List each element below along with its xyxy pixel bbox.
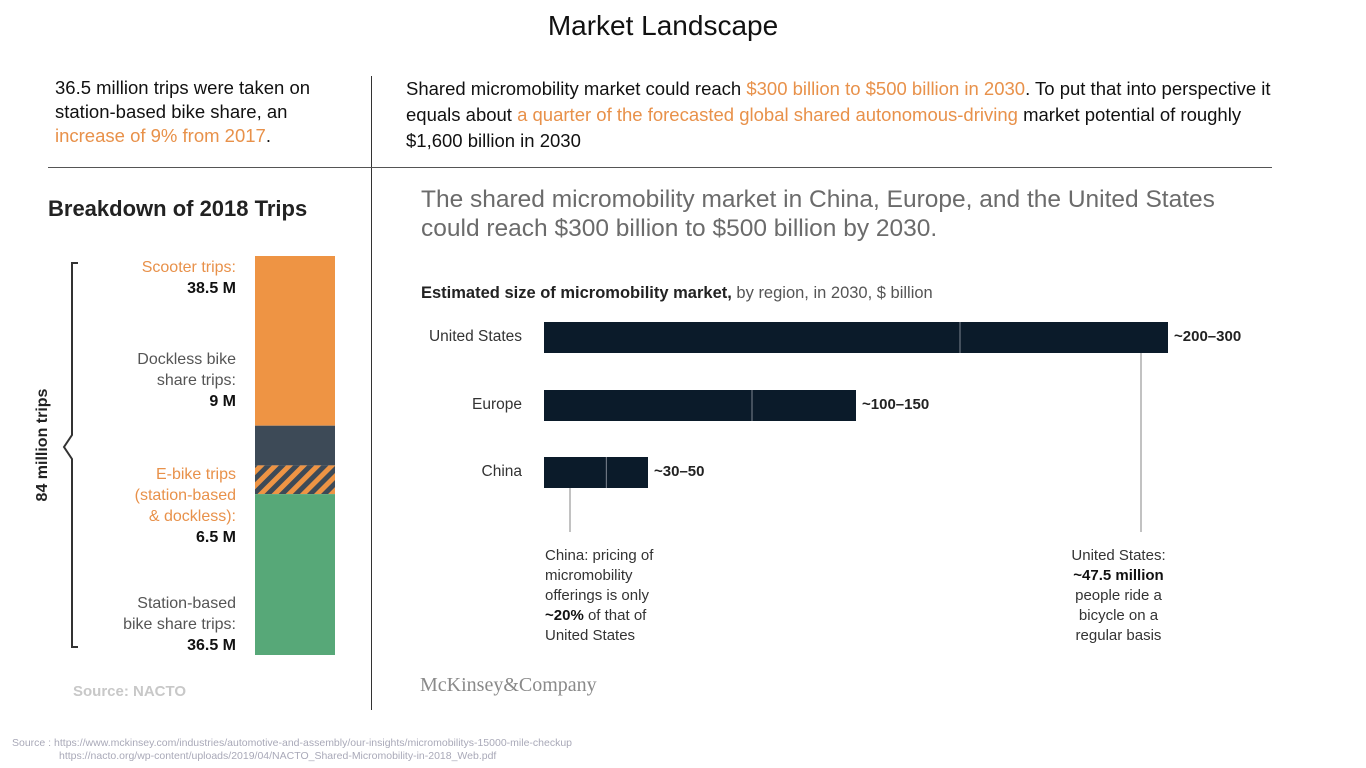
category-label-china: China: [481, 463, 523, 480]
china-note: China: pricing of micromobility offering…: [545, 546, 715, 646]
label-dockless-name-2: share trips:: [156, 372, 236, 389]
category-label-europe: Europe: [472, 396, 522, 413]
segment-station: [255, 494, 335, 655]
label-ebike: E-bike trips (station-based & dockless):…: [60, 464, 236, 548]
label-dockless-value: 9 M: [209, 393, 236, 410]
china-note-line-1: China: pricing of: [545, 547, 654, 564]
intro-right-highlight-2: a quarter of the forecasted global share…: [517, 104, 1018, 125]
label-station-name-2: bike share trips:: [123, 616, 236, 633]
china-note-line-4-rest: of that of: [583, 607, 647, 624]
total-trips-label: 84 million trips: [34, 388, 51, 501]
segment-scooter: [255, 256, 335, 426]
source-line-2: https://nacto.org/wp-content/uploads/201…: [12, 750, 572, 763]
label-scooter: Scooter trips: 38.5 M: [60, 257, 236, 299]
source-url-2: https://nacto.org/wp-content/uploads/201…: [59, 750, 497, 762]
segment-dockless: [255, 425, 335, 466]
us-note-line-2: ~47.5 million: [1050, 566, 1187, 586]
mckinsey-logo: McKinsey&Company: [420, 674, 597, 696]
market-chart-title-bold: Estimated size of micromobility market,: [421, 284, 732, 302]
label-station-value: 36.5 M: [187, 637, 236, 654]
nacto-source: Source: NACTO: [73, 683, 187, 700]
us-note-line-1: United States:: [1071, 547, 1166, 564]
us-note-line-4: bicycle on a: [1078, 607, 1159, 624]
label-ebike-name-1: E-bike trips: [155, 466, 236, 483]
label-ebike-value: 6.5 M: [195, 529, 236, 546]
total-brace: 84 million trips: [34, 262, 78, 648]
china-note-line-4: ~20% of that of: [545, 606, 715, 626]
bar-europe: [544, 390, 856, 421]
us-note-line-5: regular basis: [1075, 627, 1162, 644]
china-note-line-5: United States: [545, 627, 636, 644]
intro-left-part-b: .: [265, 125, 271, 146]
intro-left-text: 36.5 million trips were taken on station…: [55, 76, 355, 148]
intro-right-part-b: . To put that into perspective it equals…: [406, 78, 1271, 125]
label-station-name-1: Station-based: [137, 595, 236, 612]
category-label-us: United States: [428, 328, 522, 345]
intro-right-part-c: market potential of roughly $1,600 billi…: [406, 104, 1242, 151]
china-note-line-2: micromobility: [545, 567, 633, 584]
label-station: Station-based bike share trips: 36.5 M: [60, 593, 236, 656]
bar-china: [544, 457, 648, 488]
market-chart-title-rest: by region, in 2030, $ billion: [731, 284, 933, 302]
segment-ebike: [255, 465, 335, 495]
intro-right-text: Shared micromobility market could reach …: [406, 76, 1286, 154]
source-line-1: Source : https://www.mckinsey.com/indust…: [12, 737, 572, 750]
source-url-1: https://www.mckinsey.com/industries/auto…: [54, 737, 573, 749]
horizontal-divider: [48, 167, 1272, 168]
source-footnote: Source : https://www.mckinsey.com/indust…: [12, 737, 572, 763]
trip-breakdown-stacked-bar: [255, 256, 335, 655]
label-ebike-name-3: & dockless):: [148, 508, 236, 525]
market-chart-title: Estimated size of micromobility market, …: [421, 284, 933, 303]
us-note-line-3: people ride a: [1075, 587, 1162, 604]
source-prefix: Source :: [12, 737, 55, 749]
breakdown-title: Breakdown of 2018 Trips: [48, 196, 308, 221]
value-label-europe: ~100–150: [862, 396, 930, 413]
intro-left-highlight: increase of 9% from 2017: [55, 125, 266, 146]
value-label-us: ~200–300: [1174, 328, 1242, 345]
china-note-line-3: offerings is only: [545, 587, 649, 604]
value-label-china: ~30–50: [654, 463, 705, 480]
brace-path: [62, 262, 78, 648]
label-dockless: Dockless bike share trips: 9 M: [60, 349, 236, 412]
label-scooter-value: 38.5 M: [187, 280, 236, 297]
us-note: United States: ~47.5 million people ride…: [1050, 546, 1187, 646]
label-ebike-name-2: (station-based: [134, 487, 236, 504]
label-scooter-name: Scooter trips:: [141, 259, 236, 276]
china-note-percent: ~20%: [545, 607, 584, 624]
vertical-divider: [371, 76, 372, 710]
us-note-riders: ~47.5 million: [1073, 567, 1164, 584]
page-title: Market Landscape: [547, 10, 779, 41]
intro-left-part-a: 36.5 million trips were taken on station…: [55, 77, 311, 122]
label-dockless-name-1: Dockless bike: [137, 351, 236, 368]
intro-right-highlight-1: $300 billion to $500 billion in 2030: [746, 78, 1026, 99]
intro-right-part-a: Shared micromobility market could reach: [406, 78, 747, 99]
market-headline: The shared micromobility market in China…: [421, 186, 1215, 242]
bar-united-states: [544, 322, 1168, 353]
